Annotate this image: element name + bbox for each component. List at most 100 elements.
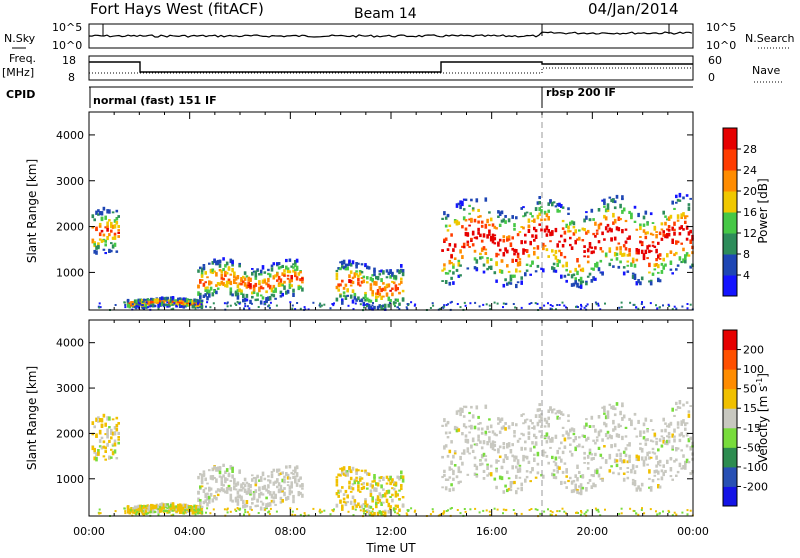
- power-echo-cell: [261, 296, 265, 300]
- velocity-echo-cell: [367, 509, 371, 513]
- velocity-echo-cell: [606, 414, 610, 417]
- velocity-echo-cell: [637, 419, 640, 424]
- power-echo-cell: [531, 215, 534, 218]
- power-echo-cell: [234, 292, 238, 297]
- power-echo-cell: [536, 256, 540, 260]
- power-echo-cell: [224, 272, 227, 275]
- power-echo-cell: [432, 304, 435, 307]
- velocity-echo-cell: [180, 508, 184, 510]
- velocity-echo-cell: [261, 493, 265, 496]
- velocity-echo-cell: [524, 440, 527, 444]
- power-echo-cell: [621, 209, 624, 214]
- velocity-echo-cell: [513, 455, 516, 459]
- power-echo-cell: [475, 268, 479, 272]
- power-echo-cell: [380, 305, 383, 310]
- velocity-echo-cell: [682, 419, 685, 424]
- x-tick-label: 20:00: [576, 525, 608, 538]
- power-echo-cell: [685, 194, 689, 197]
- power-echo-cell: [91, 239, 95, 243]
- velocity-echo-cell: [556, 469, 559, 474]
- velocity-echo-cell: [281, 471, 284, 475]
- power-echo-cell: [585, 231, 588, 235]
- power-echo-cell: [166, 301, 169, 304]
- power-echo-cell: [649, 281, 653, 286]
- power-echo-cell: [570, 246, 574, 250]
- velocity-echo-cell: [267, 489, 270, 494]
- power-echo-cell: [215, 290, 218, 295]
- velocity-echo-cell: [513, 459, 516, 462]
- velocity-echo-cell: [640, 509, 643, 511]
- velocity-echo-cell: [353, 502, 357, 506]
- power-echo-cell: [279, 290, 283, 295]
- velocity-echo-cell: [567, 436, 570, 440]
- power-echo-cell: [229, 287, 233, 292]
- power-echo-cell: [648, 280, 651, 283]
- power-echo-cell: [215, 260, 218, 264]
- power-echo-cell: [549, 240, 552, 243]
- power-echo-cell: [104, 252, 107, 255]
- power-echo-cell: [500, 219, 504, 223]
- velocity-echo-cell: [648, 456, 651, 460]
- velocity-echo-cell: [225, 478, 229, 481]
- velocity-echo-cell: [543, 436, 547, 439]
- velocity-echo-cell: [104, 433, 107, 436]
- power-echo-cell: [455, 268, 459, 272]
- power-echo-cell: [295, 276, 299, 281]
- velocity-echo-cell: [218, 488, 222, 493]
- velocity-echo-cell: [394, 494, 398, 498]
- velocity-echo-cell: [613, 443, 617, 448]
- power-echo-cell: [556, 203, 559, 207]
- power-echo-cell: [401, 297, 405, 302]
- velocity-echo-cell: [196, 512, 200, 515]
- velocity-echo-cell: [200, 478, 204, 483]
- velocity-echo-cell: [669, 467, 673, 472]
- power-echo-cell: [506, 237, 509, 242]
- velocity-echo-cell: [646, 429, 649, 433]
- power-echo-cell: [680, 225, 683, 229]
- velocity-echo-cell: [398, 498, 401, 500]
- power-echo-cell: [655, 263, 658, 267]
- power-echo-cell: [604, 216, 608, 221]
- velocity-echo-cell: [583, 456, 586, 460]
- power-echo-cell: [583, 245, 586, 248]
- velocity-echo-cell: [212, 508, 215, 511]
- velocity-echo-cell: [586, 467, 590, 470]
- power-echo-cell: [320, 304, 323, 307]
- velocity-echo-cell: [341, 506, 344, 511]
- velocity-echo-cell: [223, 508, 226, 511]
- power-echo-cell: [286, 277, 290, 280]
- velocity-echo-cell: [554, 456, 558, 461]
- velocity-echo-cell: [249, 489, 252, 494]
- power-echo-cell: [569, 221, 572, 226]
- velocity-echo-cell: [261, 502, 265, 506]
- power-echo-cell: [675, 307, 678, 310]
- velocity-echo-cell: [583, 434, 586, 438]
- velocity-echo-cell: [193, 507, 196, 510]
- velocity-echo-cell: [516, 459, 520, 462]
- power-echo-cell: [383, 305, 387, 309]
- velocity-echo-cell: [498, 455, 502, 459]
- power-echo-cell: [157, 307, 160, 310]
- velocity-echo-cell: [243, 513, 245, 516]
- power-echo-cell: [387, 271, 391, 276]
- power-echo-cell: [177, 297, 180, 301]
- power-echo-cell: [256, 298, 259, 301]
- velocity-echo-cell: [622, 477, 626, 482]
- velocity-echo-cell: [675, 513, 678, 516]
- velocity-echo-cell: [459, 412, 462, 417]
- velocity-echo-cell: [382, 476, 385, 481]
- power-echo-cell: [578, 285, 581, 289]
- velocity-echo-cell: [337, 489, 340, 493]
- velocity-echo-cell: [603, 409, 606, 413]
- power-echo-cell: [197, 284, 200, 289]
- power-echo-cell: [489, 258, 493, 261]
- velocity-echo-cell: [524, 447, 527, 451]
- power-echo-cell: [355, 270, 358, 273]
- velocity-echo-cell: [274, 503, 277, 506]
- velocity-echo-cell: [630, 424, 633, 427]
- power-echo-cell: [608, 227, 612, 232]
- power-echo-cell: [495, 252, 498, 258]
- velocity-echo-cell: [657, 461, 660, 466]
- power-echo-cell: [482, 263, 486, 267]
- power-echo-cell: [97, 244, 100, 248]
